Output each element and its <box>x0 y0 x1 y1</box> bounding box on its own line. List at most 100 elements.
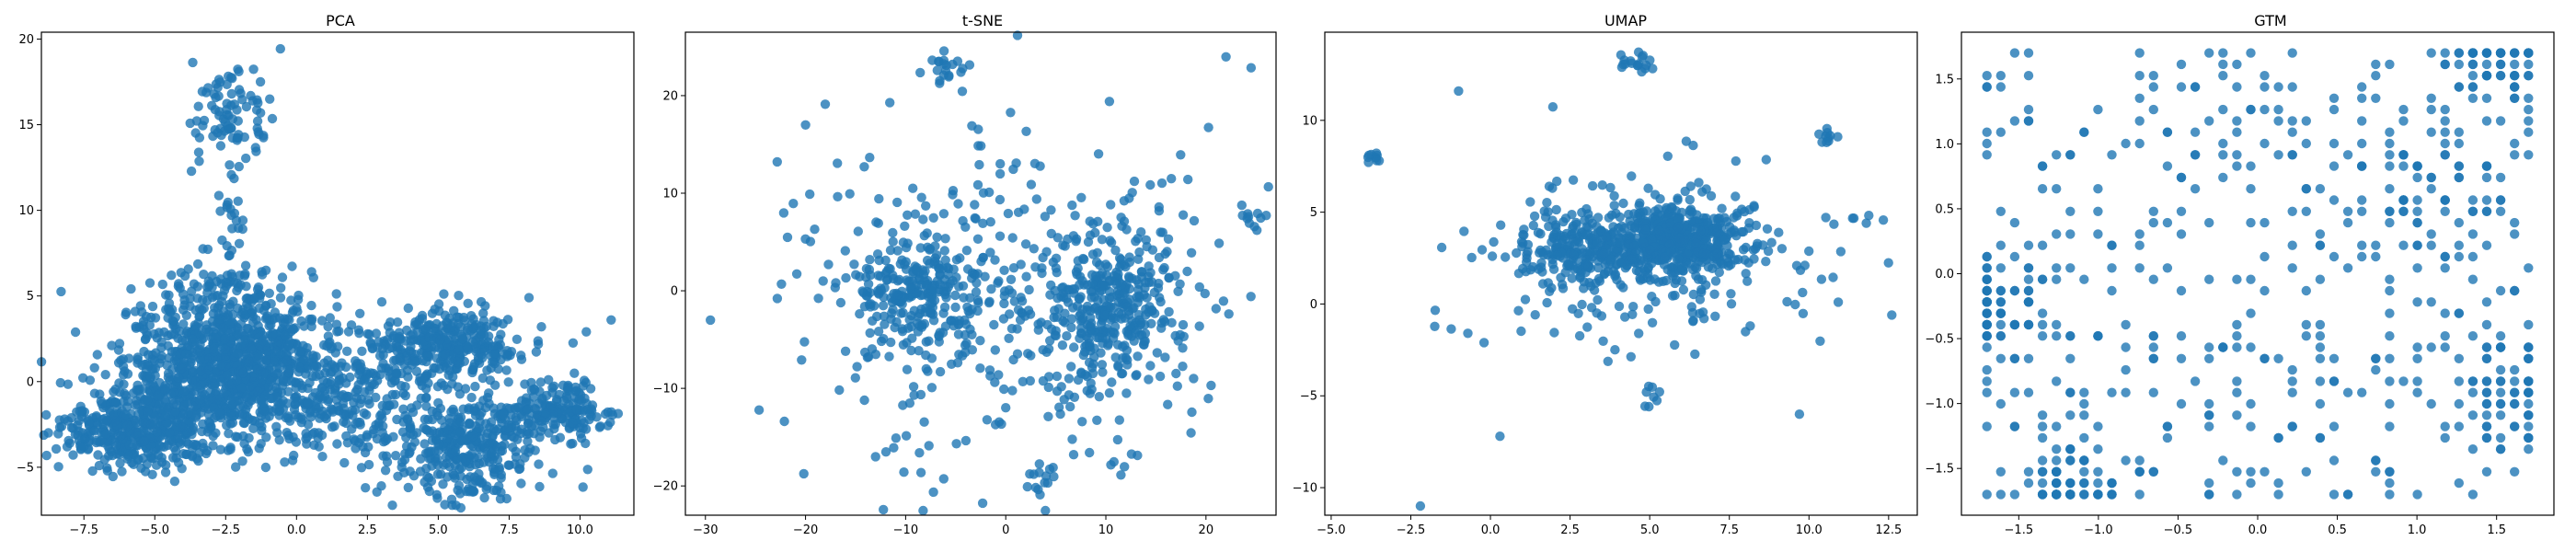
pca-point <box>429 323 439 333</box>
pca-point <box>194 395 205 405</box>
pca-point <box>252 95 262 105</box>
umap-point <box>1774 227 1784 237</box>
umap-point <box>1645 55 1655 65</box>
pca-point <box>176 435 187 445</box>
tsne-point <box>990 345 1001 355</box>
gtm-point <box>2287 116 2297 126</box>
tsne-point <box>967 121 977 131</box>
gtm-point <box>2052 274 2062 284</box>
tsne-point <box>1110 321 1121 332</box>
pca-xtick-label: −7.5 <box>69 523 98 537</box>
pca-point <box>131 418 141 429</box>
pca-point <box>284 315 294 325</box>
pca-point <box>183 264 193 274</box>
tsne-point <box>1156 178 1167 189</box>
tsne-point <box>1007 385 1018 396</box>
gtm-point <box>2079 410 2089 420</box>
pca-point <box>534 459 544 469</box>
umap-point <box>1528 220 1539 231</box>
umap-point <box>1634 328 1644 339</box>
umap-point <box>1749 201 1759 211</box>
pca-point <box>578 482 588 492</box>
pca-point <box>144 320 155 330</box>
umap-point <box>1816 274 1827 284</box>
gtm-point <box>2426 48 2436 58</box>
tsne-point <box>892 246 903 256</box>
umap-xtick-label: 7.5 <box>1719 523 1739 537</box>
pca-point <box>178 319 189 329</box>
umap-point <box>1887 310 1897 320</box>
pca-point <box>502 315 513 325</box>
pca-point <box>89 426 100 436</box>
umap-point <box>1583 260 1593 270</box>
tsne-point <box>935 366 946 377</box>
umap-point <box>1574 330 1585 341</box>
gtm-point <box>2398 240 2409 250</box>
pca-point <box>156 457 167 467</box>
pca-point <box>510 404 521 414</box>
pca-point <box>452 363 462 374</box>
pca-point <box>488 341 498 351</box>
umap-point <box>1372 155 1382 166</box>
umap-point <box>1753 238 1763 248</box>
umap-point <box>1745 321 1755 331</box>
pca-point <box>241 293 251 304</box>
pca-point <box>475 410 485 420</box>
tsne-point <box>1006 288 1018 298</box>
umap-xtick-label: 0.0 <box>1481 523 1501 537</box>
pca-point <box>147 301 158 312</box>
pca-point <box>180 336 191 346</box>
pca-point <box>323 321 333 332</box>
tsne-point <box>932 232 942 242</box>
pca-point <box>94 460 105 471</box>
pca-point <box>311 404 321 414</box>
pca-point <box>225 411 236 421</box>
pca-point <box>316 316 328 326</box>
pca-point <box>420 477 430 488</box>
pca-point <box>516 478 526 489</box>
pca-point <box>273 336 283 347</box>
pca-point <box>127 457 137 468</box>
tsne-point <box>884 351 894 362</box>
umap-point <box>1544 221 1554 232</box>
pca-xtick-label: 2.5 <box>358 523 377 537</box>
umap-point <box>1616 221 1627 231</box>
pca-point <box>436 378 446 388</box>
gtm-point <box>2079 466 2089 477</box>
pca-point <box>85 375 96 385</box>
umap-point <box>1821 213 1831 223</box>
gtm-point <box>2385 150 2395 160</box>
umap-point <box>1543 207 1553 217</box>
pca-point <box>225 394 236 405</box>
pca-point <box>372 487 382 497</box>
tsne-point <box>960 340 971 351</box>
pca-point <box>194 132 205 143</box>
umap-point <box>1719 235 1729 246</box>
umap-point <box>1710 311 1720 321</box>
pca-point <box>469 403 479 413</box>
pca-point <box>457 334 467 344</box>
tsne-points <box>706 30 1273 516</box>
pca-point <box>236 383 247 393</box>
pca-point <box>427 406 437 417</box>
tsne-point <box>1133 351 1143 362</box>
gtm-point <box>2385 308 2395 318</box>
gtm-point <box>2481 421 2492 431</box>
tsne-point <box>1116 470 1126 480</box>
pca-point <box>451 428 462 438</box>
pca-point <box>101 416 112 426</box>
umap-point <box>1681 136 1692 146</box>
tsne-point <box>958 215 968 226</box>
tsne-point <box>1108 333 1119 343</box>
tsne-point <box>940 234 950 244</box>
umap-point <box>1804 246 1814 257</box>
tsne-point <box>845 189 855 199</box>
pca-point <box>477 352 488 363</box>
pca-point <box>142 459 152 469</box>
pca-point <box>548 420 558 430</box>
pca-point <box>41 450 52 461</box>
tsne-point <box>1170 270 1180 281</box>
gtm-point <box>1995 206 2006 216</box>
pca-point <box>315 413 325 423</box>
